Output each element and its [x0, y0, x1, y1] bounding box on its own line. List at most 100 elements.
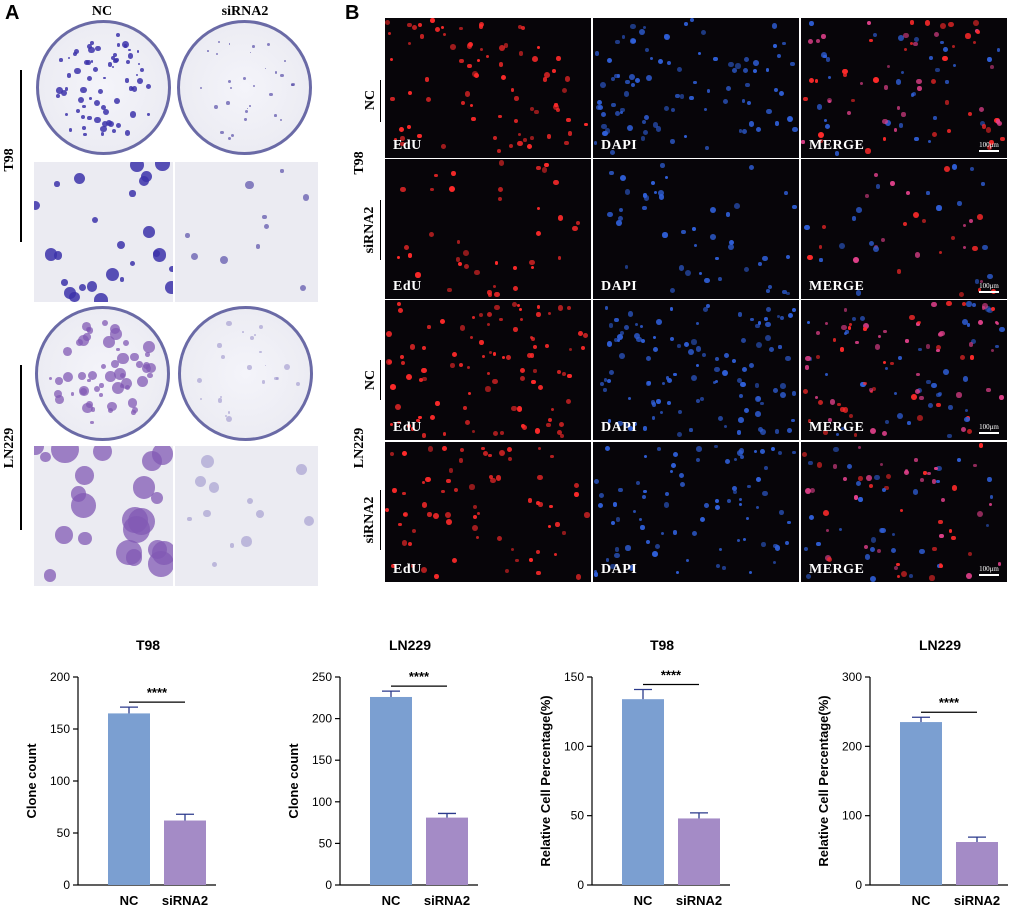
colony — [145, 352, 150, 357]
colony — [130, 352, 139, 362]
nucleus — [667, 401, 671, 406]
nucleus — [905, 339, 909, 343]
nucleus — [759, 428, 766, 435]
nucleus — [434, 573, 439, 579]
nucleus — [634, 323, 638, 327]
nucleus — [614, 552, 620, 559]
nucleus — [672, 529, 678, 535]
nucleus — [816, 330, 821, 335]
nucleus — [740, 381, 746, 388]
colony — [88, 371, 98, 381]
nucleus — [854, 495, 859, 500]
nucleus — [385, 19, 391, 25]
nucleus — [475, 535, 479, 539]
nucleus — [870, 428, 877, 435]
nucleus — [844, 331, 848, 335]
nucleus — [960, 354, 966, 360]
nucleus — [421, 345, 426, 350]
nucleus — [884, 367, 888, 371]
nucleus — [624, 189, 630, 195]
nucleus — [879, 528, 885, 533]
nucleus — [465, 420, 471, 426]
colony — [242, 331, 245, 333]
nucleus — [947, 433, 952, 439]
nucleus — [389, 57, 394, 62]
nucleus — [780, 315, 785, 321]
col-label-nc: NC — [91, 4, 113, 19]
nucleus — [472, 525, 479, 532]
colony — [80, 86, 87, 94]
nucleus — [417, 133, 422, 139]
nucleus — [684, 134, 688, 138]
nucleus — [518, 51, 524, 57]
micrograph-dapi-row2: DAPI — [593, 159, 799, 299]
colony — [258, 350, 262, 354]
nucleus — [410, 426, 415, 431]
nucleus — [537, 45, 541, 50]
nucleus — [617, 487, 623, 493]
nucleus — [842, 68, 848, 74]
y-tick-label: 200 — [50, 670, 70, 684]
colony — [116, 539, 142, 566]
nucleus — [737, 312, 743, 318]
nucleus — [505, 355, 511, 360]
nucleus — [872, 32, 878, 38]
nucleus — [575, 574, 582, 580]
nucleus — [617, 338, 621, 343]
nucleus — [472, 515, 477, 520]
nucleus — [646, 539, 651, 544]
nucleus — [866, 475, 872, 482]
nucleus — [960, 426, 966, 432]
nucleus — [917, 86, 922, 91]
nucleus — [767, 285, 772, 290]
colony — [87, 115, 92, 121]
nucleus — [860, 316, 866, 322]
nucleus — [987, 273, 993, 280]
nucleus — [885, 474, 891, 480]
nucleus — [765, 334, 772, 341]
colony — [82, 104, 87, 109]
nucleus — [966, 301, 972, 307]
nucleus — [614, 317, 619, 322]
colony — [100, 363, 107, 370]
nucleus — [749, 363, 755, 369]
x-tick-label: siRNA2 — [954, 893, 1000, 908]
nucleus — [977, 319, 983, 325]
nucleus — [471, 116, 476, 122]
nucleus — [869, 38, 873, 42]
nucleus — [456, 240, 460, 244]
nucleus — [784, 190, 789, 195]
nucleus — [802, 388, 809, 395]
colony — [120, 377, 133, 390]
nucleus — [934, 32, 940, 38]
nucleus — [408, 91, 413, 96]
nucleus — [390, 96, 395, 102]
micrograph-merge-row1: MERGE 100μm — [801, 18, 1007, 158]
nucleus — [458, 58, 464, 64]
nucleus — [644, 48, 649, 53]
nucleus — [917, 415, 923, 422]
colony — [280, 73, 284, 78]
nucleus — [548, 312, 552, 316]
nucleus — [458, 457, 464, 463]
nucleus — [460, 100, 465, 106]
nucleus — [697, 51, 701, 55]
colony — [114, 97, 121, 104]
nucleus — [1000, 136, 1005, 142]
nucleus — [485, 386, 491, 392]
nucleus — [549, 504, 553, 509]
nucleus — [873, 246, 880, 252]
nucleus — [743, 407, 749, 413]
nucleus — [778, 345, 782, 349]
nucleus — [942, 55, 948, 61]
colony — [265, 68, 267, 70]
nucleus — [821, 224, 827, 230]
colony — [53, 251, 63, 260]
nucleus — [859, 81, 863, 85]
nucleus — [617, 215, 624, 222]
nucleus — [782, 41, 786, 46]
colony — [143, 340, 155, 353]
nucleus — [754, 383, 760, 388]
colony — [103, 109, 109, 116]
colony — [55, 94, 60, 99]
